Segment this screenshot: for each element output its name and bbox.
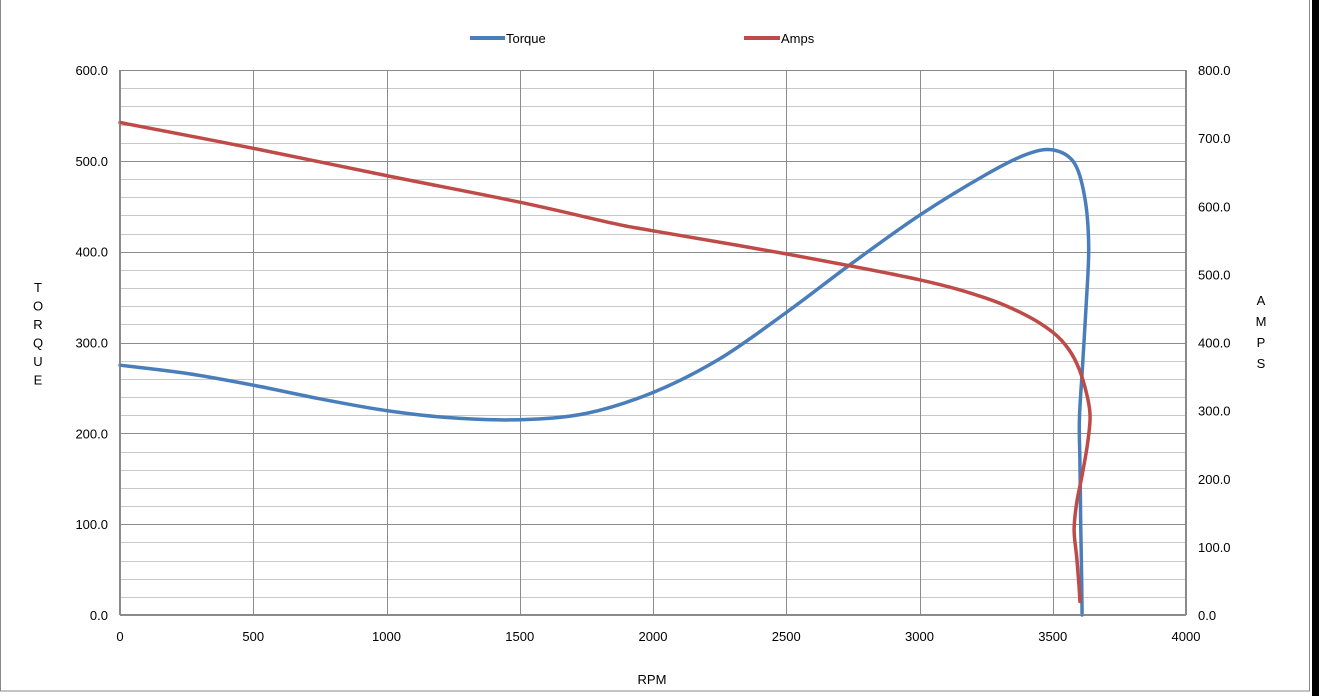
left-axis-title-letter: R: [33, 317, 42, 332]
x-tick-label: 2000: [639, 629, 668, 644]
x-axis-tick-labels: 0 500 1000 1500 2000 2500 3000 3500 4000: [116, 629, 1200, 644]
series-line-amps: [118, 120, 1092, 604]
right-axis-title-letter: M: [1256, 314, 1267, 329]
legend: Torque Amps: [470, 31, 815, 46]
right-y-tick-label: 600.0: [1198, 199, 1231, 214]
left-y-tick-label: 300.0: [75, 336, 108, 351]
right-y-tick-label: 700.0: [1198, 131, 1231, 146]
left-axis-title-letter: U: [33, 354, 42, 369]
left-y-tick-label: 0.0: [90, 608, 108, 623]
left-y-tick-label: 600.0: [75, 63, 108, 78]
left-axis-title-letter: E: [34, 373, 43, 388]
right-axis-title-letter: S: [1257, 356, 1266, 371]
x-tick-label: 1500: [505, 629, 534, 644]
left-axis-title-letter: O: [33, 299, 43, 314]
x-tick-label: 1000: [372, 629, 401, 644]
x-axis-title: RPM: [638, 672, 667, 687]
right-edge-bar: [1312, 0, 1319, 696]
x-tick-label: 2500: [772, 629, 801, 644]
right-axis-tick-labels: 0.0 100.0 200.0 300.0 400.0 500.0 600.0 700.0 80…: [1198, 63, 1231, 623]
series-layer: [118, 120, 1092, 617]
left-y-tick-label: 500.0: [75, 154, 108, 169]
x-tick-label: 0: [116, 629, 123, 644]
right-axis-title-letter: A: [1257, 293, 1266, 308]
left-axis-tick-labels: 0.0 100.0 200.0 300.0 400.0 500.0 600.0: [75, 63, 108, 623]
right-y-tick-label: 400.0: [1198, 336, 1231, 351]
right-y-tick-label: 200.0: [1198, 472, 1231, 487]
left-axis-title-letter: Q: [33, 336, 43, 351]
right-y-tick-label: 0.0: [1198, 608, 1216, 623]
x-tick-label: 500: [242, 629, 264, 644]
right-y-tick-label: 100.0: [1198, 540, 1231, 555]
x-tick-label: 3000: [905, 629, 934, 644]
legend-label-torque: Torque: [506, 31, 546, 46]
left-y-tick-label: 400.0: [75, 245, 108, 260]
x-tick-label: 4000: [1172, 629, 1201, 644]
right-axis-title-letter: P: [1257, 335, 1266, 350]
legend-label-amps: Amps: [781, 31, 815, 46]
plot-area: [119, 70, 1186, 615]
x-tick-label: 3500: [1038, 629, 1067, 644]
series-line-torque: [118, 147, 1091, 617]
right-y-tick-label: 300.0: [1198, 404, 1231, 419]
left-y-tick-label: 100.0: [75, 517, 108, 532]
right-y-tick-label: 800.0: [1198, 63, 1231, 78]
left-y-tick-label: 200.0: [75, 426, 108, 441]
left-axis-title-letter: T: [34, 280, 42, 295]
right-y-tick-label: 500.0: [1198, 267, 1231, 282]
